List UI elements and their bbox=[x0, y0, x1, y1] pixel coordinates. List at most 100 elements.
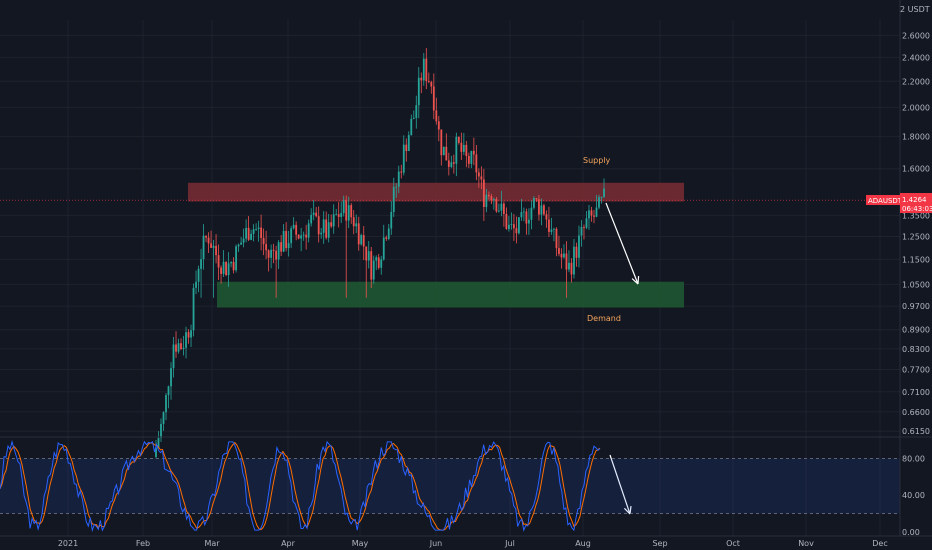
candle-body bbox=[400, 171, 403, 173]
candle-body bbox=[533, 198, 535, 208]
candle-body bbox=[297, 234, 300, 239]
candle-body bbox=[502, 203, 505, 214]
candle-body bbox=[192, 287, 195, 331]
candle-body bbox=[420, 77, 423, 81]
candle-body bbox=[382, 237, 385, 260]
candle-body bbox=[257, 227, 260, 229]
stoch-k-line bbox=[0, 439, 601, 533]
candle-body bbox=[467, 156, 470, 164]
oscillator-tick-label: 0.00 bbox=[902, 528, 920, 537]
candle-body bbox=[277, 242, 280, 260]
candle-body bbox=[402, 144, 405, 173]
price-axis[interactable]: 2 USDT 2.6000 2.4000 2.2000 2.0000 1.8000 1.6… bbox=[899, 0, 930, 536]
candle-body bbox=[540, 205, 543, 215]
candle-body bbox=[455, 136, 458, 164]
candle-body bbox=[470, 150, 473, 164]
oscillator-pane: 80.00 40.00 0.00 bbox=[0, 436, 932, 537]
candle-body bbox=[528, 219, 530, 224]
candle-body bbox=[563, 253, 565, 258]
candle-body bbox=[555, 228, 558, 249]
price-tick-label: 1.2500 bbox=[902, 232, 930, 241]
time-tick-label: Mar bbox=[204, 539, 220, 548]
candle-body bbox=[220, 267, 222, 274]
candle-body bbox=[583, 227, 585, 228]
candle-body bbox=[387, 228, 390, 239]
candle-body bbox=[472, 150, 475, 155]
candle-body bbox=[227, 263, 230, 276]
candle-body bbox=[422, 58, 425, 81]
candle-body bbox=[360, 235, 363, 245]
candle-body bbox=[200, 259, 202, 269]
candle-body bbox=[242, 238, 245, 243]
candle-body bbox=[197, 268, 200, 282]
candle-body bbox=[232, 261, 235, 271]
candle-body bbox=[452, 162, 455, 164]
time-tick-label: Oct bbox=[726, 539, 740, 548]
time-tick-label: Feb bbox=[136, 539, 150, 548]
candle-body bbox=[370, 251, 373, 280]
oscillator-tick-label: 80.00 bbox=[902, 454, 925, 463]
time-tick-label: Jun bbox=[429, 539, 443, 548]
candle-body bbox=[265, 244, 268, 251]
candle-body bbox=[305, 234, 308, 238]
candle-body bbox=[475, 154, 478, 173]
candle-body bbox=[435, 110, 438, 122]
candle-body bbox=[590, 210, 593, 216]
time-tick-label: Jul bbox=[504, 539, 515, 548]
price-axis-title: 2 USDT bbox=[900, 5, 930, 14]
candle-body bbox=[580, 227, 583, 236]
time-tick-label: 2021 bbox=[58, 539, 78, 548]
time-tick-label: Sep bbox=[652, 539, 667, 548]
candle-body bbox=[185, 332, 187, 348]
candle-body bbox=[415, 105, 418, 118]
candle-body bbox=[207, 237, 210, 244]
price-badge-value: 1.4264 bbox=[902, 196, 927, 204]
candle-body bbox=[512, 224, 515, 229]
time-tick-label: Aug bbox=[575, 539, 591, 548]
candle-body bbox=[157, 437, 160, 448]
candle-body bbox=[235, 246, 237, 271]
price-badge-countdown: 06:43:03 bbox=[902, 205, 932, 213]
candle-body bbox=[377, 257, 380, 268]
candle-body bbox=[553, 228, 555, 230]
candle-body bbox=[558, 248, 560, 254]
candle-body bbox=[357, 223, 360, 245]
projection-arrow-head bbox=[623, 507, 631, 515]
candle-body bbox=[417, 77, 420, 106]
candle-body bbox=[295, 224, 298, 235]
candle-body bbox=[375, 257, 378, 261]
candle-body bbox=[170, 368, 172, 387]
candle-body bbox=[195, 281, 197, 288]
candle-body bbox=[575, 246, 578, 258]
projection-arrow-head bbox=[637, 275, 640, 285]
candle-body bbox=[543, 205, 545, 215]
candle-body bbox=[525, 211, 528, 224]
chart-grid bbox=[0, 20, 900, 536]
candle-body bbox=[280, 242, 283, 252]
candle-body bbox=[165, 395, 167, 413]
candle-body bbox=[187, 332, 190, 338]
candle-body bbox=[270, 249, 273, 258]
candle-body bbox=[330, 222, 333, 227]
candle-body bbox=[520, 212, 523, 218]
candle-body bbox=[250, 233, 253, 240]
candle-body bbox=[440, 129, 443, 156]
candle-body bbox=[282, 231, 285, 252]
candle-body bbox=[172, 344, 175, 369]
candle-body bbox=[392, 186, 395, 213]
price-tick-label: 0.7100 bbox=[902, 388, 930, 397]
candle-body bbox=[495, 199, 498, 212]
candle-body bbox=[255, 228, 258, 230]
candle-body bbox=[410, 118, 413, 136]
candle-body bbox=[320, 232, 323, 235]
candle-body bbox=[457, 136, 460, 143]
candle-body bbox=[447, 160, 450, 167]
candle-body bbox=[485, 194, 488, 207]
time-axis[interactable]: 2021 Feb Mar Apr May Jun Jul Aug Sep Oct Nov Dec bbox=[0, 535, 932, 548]
candle-body bbox=[162, 412, 165, 424]
candle-body bbox=[490, 196, 493, 201]
candle-body bbox=[588, 210, 590, 219]
price-tick-label: 1.3500 bbox=[902, 211, 930, 220]
candle-body bbox=[190, 330, 192, 338]
